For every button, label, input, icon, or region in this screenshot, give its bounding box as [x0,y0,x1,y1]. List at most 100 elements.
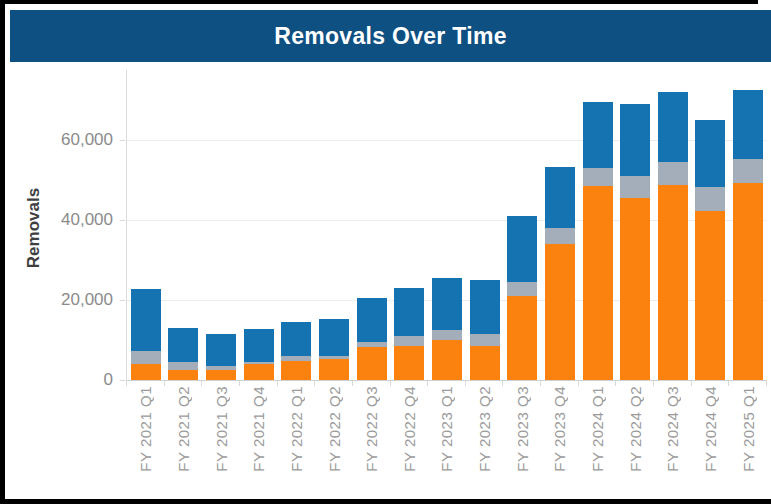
stacked-bar[interactable] [507,216,537,380]
x-label-cell: FY 2023 Q3 [503,386,541,472]
gray-middle-segment[interactable] [394,336,424,346]
orange-bottom-segment[interactable] [244,364,274,380]
x-label-cell: FY 2022 Q3 [353,386,391,472]
orange-bottom-segment[interactable] [620,198,650,380]
gray-middle-segment[interactable] [695,187,725,211]
stacked-bar[interactable] [545,167,575,380]
orange-bottom-segment[interactable] [319,359,349,380]
stacked-bar[interactable] [695,120,725,380]
orange-bottom-segment[interactable] [583,186,613,380]
stacked-bar[interactable] [357,298,387,380]
bar-column-fy-2022-q4 [390,70,428,380]
blue-top-segment[interactable] [658,92,688,162]
blue-top-segment[interactable] [281,322,311,356]
y-axis-tick-mark [120,220,125,221]
gray-middle-segment[interactable] [733,159,763,183]
x-axis-tick-mark [277,381,278,386]
orange-bottom-segment[interactable] [357,347,387,380]
blue-top-segment[interactable] [244,329,274,361]
stacked-bar[interactable] [168,328,198,380]
frame-border-bottom [0,499,771,504]
blue-top-segment[interactable] [545,167,575,229]
blue-top-segment[interactable] [507,216,537,281]
blue-top-segment[interactable] [357,298,387,343]
orange-bottom-segment[interactable] [470,346,500,380]
x-axis-tick-label: FY 2023 Q3 [514,386,531,472]
stacked-bar[interactable] [131,289,161,380]
orange-bottom-segment[interactable] [507,296,537,380]
gray-middle-segment[interactable] [131,351,161,365]
blue-top-segment[interactable] [394,288,424,336]
gray-middle-segment[interactable] [545,228,575,243]
bar-column-fy-2022-q3 [353,70,391,380]
x-axis-tick-label: FY 2025 Q1 [740,386,757,472]
gray-middle-segment[interactable] [168,362,198,370]
x-axis-tick-label: FY 2023 Q1 [438,386,455,472]
stacked-bar[interactable] [319,319,349,380]
x-label-cell: FY 2024 Q3 [654,386,692,472]
gray-middle-segment[interactable] [470,334,500,347]
stacked-bar[interactable] [583,102,613,380]
stacked-bar[interactable] [733,90,763,380]
orange-bottom-segment[interactable] [432,340,462,380]
bar-column-fy-2021-q3 [202,70,240,380]
gray-middle-segment[interactable] [583,168,613,186]
blue-top-segment[interactable] [470,280,500,334]
orange-bottom-segment[interactable] [394,346,424,380]
blue-top-segment[interactable] [168,328,198,362]
stacked-bar[interactable] [206,334,236,380]
dashboard-frame: Removals Over Time Removals 020,00040,00… [0,0,771,504]
stacked-bar[interactable] [432,278,462,380]
stacked-bar[interactable] [394,288,424,380]
x-label-cell: FY 2021 Q2 [165,386,203,472]
bar-column-fy-2022-q2 [315,70,353,380]
blue-top-segment[interactable] [620,104,650,177]
x-axis-tick-mark [653,381,654,386]
orange-bottom-segment[interactable] [658,185,688,380]
bar-column-fy-2021-q4 [240,70,278,380]
title-banner: Removals Over Time [10,10,771,62]
orange-bottom-segment[interactable] [131,364,161,380]
x-axis-tick-mark [615,381,616,386]
gray-middle-segment[interactable] [432,330,462,340]
stacked-bar[interactable] [658,92,688,380]
orange-bottom-segment[interactable] [281,361,311,380]
blue-top-segment[interactable] [695,120,725,188]
bar-column-fy-2024-q3 [654,70,692,380]
orange-bottom-segment[interactable] [206,370,236,380]
y-axis-tick-label: 0 [104,370,113,390]
x-label-cell: FY 2021 Q4 [240,386,278,472]
orange-bottom-segment[interactable] [168,370,198,380]
blue-top-segment[interactable] [583,102,613,168]
bar-column-fy-2022-q1 [278,70,316,380]
orange-bottom-segment[interactable] [545,244,575,380]
y-axis-tick-label: 60,000 [61,130,113,150]
page-title: Removals Over Time [274,23,507,50]
orange-bottom-segment[interactable] [733,183,763,380]
gray-middle-segment[interactable] [620,176,650,197]
stacked-bar[interactable] [244,329,274,380]
gray-middle-segment[interactable] [507,282,537,296]
x-axis-tick-mark [691,381,692,386]
blue-top-segment[interactable] [131,289,161,350]
plot-area [126,70,767,381]
y-axis-tick-mark [120,300,125,301]
blue-top-segment[interactable] [432,278,462,330]
x-label-cell: FY 2022 Q4 [390,386,428,472]
stacked-bar[interactable] [281,322,311,380]
gray-middle-segment[interactable] [658,162,688,185]
bar-column-fy-2021-q2 [165,70,203,380]
bar-column-fy-2023-q1 [428,70,466,380]
orange-bottom-segment[interactable] [695,211,725,380]
blue-top-segment[interactable] [733,90,763,159]
blue-top-segment[interactable] [319,319,349,356]
stacked-bar[interactable] [620,104,650,380]
x-axis-tick-mark [578,381,579,386]
frame-border-left [0,0,5,504]
x-label-cell: FY 2024 Q4 [692,386,730,472]
bar-column-fy-2023-q2 [466,70,504,380]
stacked-bar[interactable] [470,280,500,380]
x-axis-tick-mark [126,381,127,386]
blue-top-segment[interactable] [206,334,236,366]
frame-border-top [0,0,758,4]
